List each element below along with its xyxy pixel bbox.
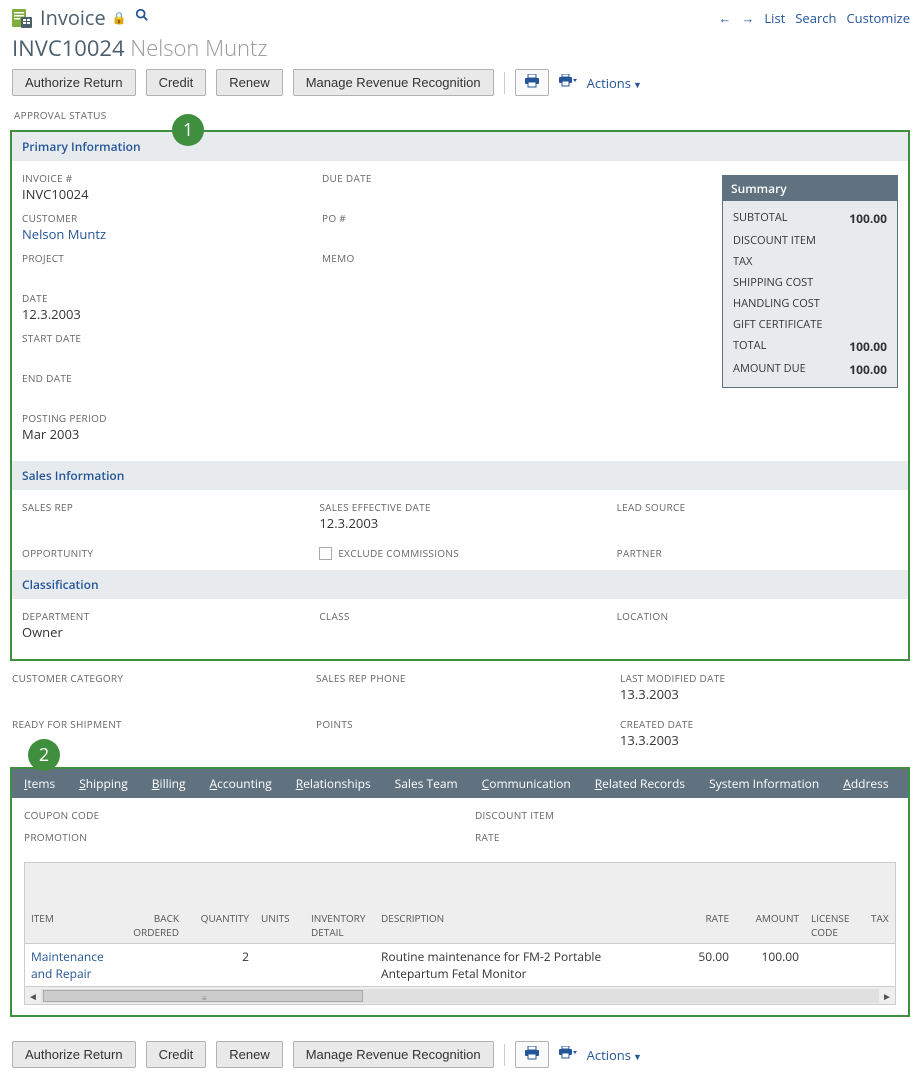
classification-header: Classification: [12, 570, 908, 599]
customer-link[interactable]: Nelson Muntz: [22, 225, 106, 243]
summary-box: Summary SUBTOTAL100.00 DISCOUNT ITEM TAX…: [722, 175, 898, 388]
tab-address[interactable]: Address: [831, 769, 900, 798]
sales-info-header: Sales Information: [12, 461, 908, 490]
search-icon[interactable]: [135, 8, 149, 27]
summary-subtotal: 100.00: [849, 210, 887, 227]
tab-items[interactable]: IItemstems: [12, 769, 67, 798]
lock-icon: 🔒: [112, 9, 127, 26]
created-date: 13.3.2003: [620, 731, 908, 749]
posting-period: Mar 2003: [22, 425, 322, 443]
actions-menu-bottom[interactable]: Actions▼: [587, 1046, 642, 1064]
callout-badge-2: 2: [28, 739, 60, 771]
items-grid: ITEM BACK ORDERED QUANTITY UNITS INVENTO…: [24, 862, 896, 1005]
tab-relationships[interactable]: Relationships: [284, 769, 383, 798]
invoice-page-icon: [10, 6, 34, 30]
callout-badge-1: 1: [172, 114, 204, 146]
callout-primary: 1 Primary Information INVOICE #INVC10024…: [10, 130, 910, 661]
tab-related[interactable]: Related Records: [583, 769, 697, 798]
authorize-return-button[interactable]: Authorize Return: [12, 69, 136, 96]
grid-scrollbar[interactable]: ◄ ≡ ►: [25, 986, 895, 1004]
renew-button-bottom[interactable]: Renew: [216, 1041, 282, 1068]
record-name: Nelson Muntz: [130, 33, 267, 63]
summary-due: 100.00: [849, 361, 887, 378]
item-rate: 50.00: [665, 944, 735, 986]
print-button[interactable]: [515, 69, 549, 96]
tab-sales-team[interactable]: Sales Team: [383, 769, 470, 798]
last-modified: 13.3.2003: [620, 685, 908, 703]
renew-button[interactable]: Renew: [216, 69, 282, 96]
manage-revenue-button-bottom[interactable]: Manage Revenue Recognition: [293, 1041, 494, 1068]
item-qty: 2: [185, 944, 255, 986]
toolbar-separator: [504, 1044, 505, 1066]
manage-revenue-button[interactable]: Manage Revenue Recognition: [293, 69, 494, 96]
primary-info-header: Primary Information: [12, 132, 908, 161]
exclude-commissions-checkbox[interactable]: [319, 547, 332, 560]
print-menu-button[interactable]: [559, 74, 577, 92]
nav-list[interactable]: List: [764, 9, 785, 27]
nav-search[interactable]: Search: [795, 9, 836, 27]
callout-items: 2 IItemstems Shipping Billing Accounting…: [10, 767, 910, 1017]
date-value: 12.3.2003: [22, 305, 322, 323]
authorize-return-button-bottom[interactable]: Authorize Return: [12, 1041, 136, 1068]
tab-accounting[interactable]: Accounting: [198, 769, 284, 798]
nav-forward-icon[interactable]: →: [741, 9, 754, 27]
print-menu-button-bottom[interactable]: [559, 1046, 577, 1064]
item-link[interactable]: Maintenance and Repair: [31, 948, 104, 982]
item-desc: Routine maintenance for FM-2 Portable An…: [375, 944, 665, 986]
tab-shipping[interactable]: Shipping: [67, 769, 140, 798]
sales-effective-date: 12.3.2003: [319, 514, 600, 532]
page-title: Invoice: [40, 4, 106, 31]
record-id: INVC10024: [12, 33, 125, 63]
nav-customize[interactable]: Customize: [846, 9, 910, 27]
department-value: Owner: [22, 623, 303, 641]
nav-back-icon[interactable]: ←: [718, 9, 731, 27]
tab-communication[interactable]: Communication: [470, 769, 583, 798]
credit-button[interactable]: Credit: [146, 69, 207, 96]
scroll-left-icon[interactable]: ◄: [25, 989, 41, 1003]
scroll-right-icon[interactable]: ►: [879, 989, 895, 1003]
summary-total: 100.00: [849, 338, 887, 355]
table-row[interactable]: Maintenance and Repair 2 Routine mainten…: [25, 944, 895, 986]
invoice-number: INVC10024: [22, 185, 322, 203]
actions-menu[interactable]: Actions▼: [587, 74, 642, 92]
approval-status-label: APPROVAL STATUS: [0, 104, 920, 126]
print-button-bottom[interactable]: [515, 1041, 549, 1068]
item-amount: 100.00: [735, 944, 805, 986]
subtab-bar: IItemstems Shipping Billing Accounting R…: [12, 769, 908, 798]
credit-button-bottom[interactable]: Credit: [146, 1041, 207, 1068]
tab-sysinfo[interactable]: System Information: [697, 769, 831, 798]
tab-billing[interactable]: Billing: [140, 769, 198, 798]
tab-custom[interactable]: Custom: [901, 769, 908, 798]
toolbar-separator: [504, 72, 505, 94]
